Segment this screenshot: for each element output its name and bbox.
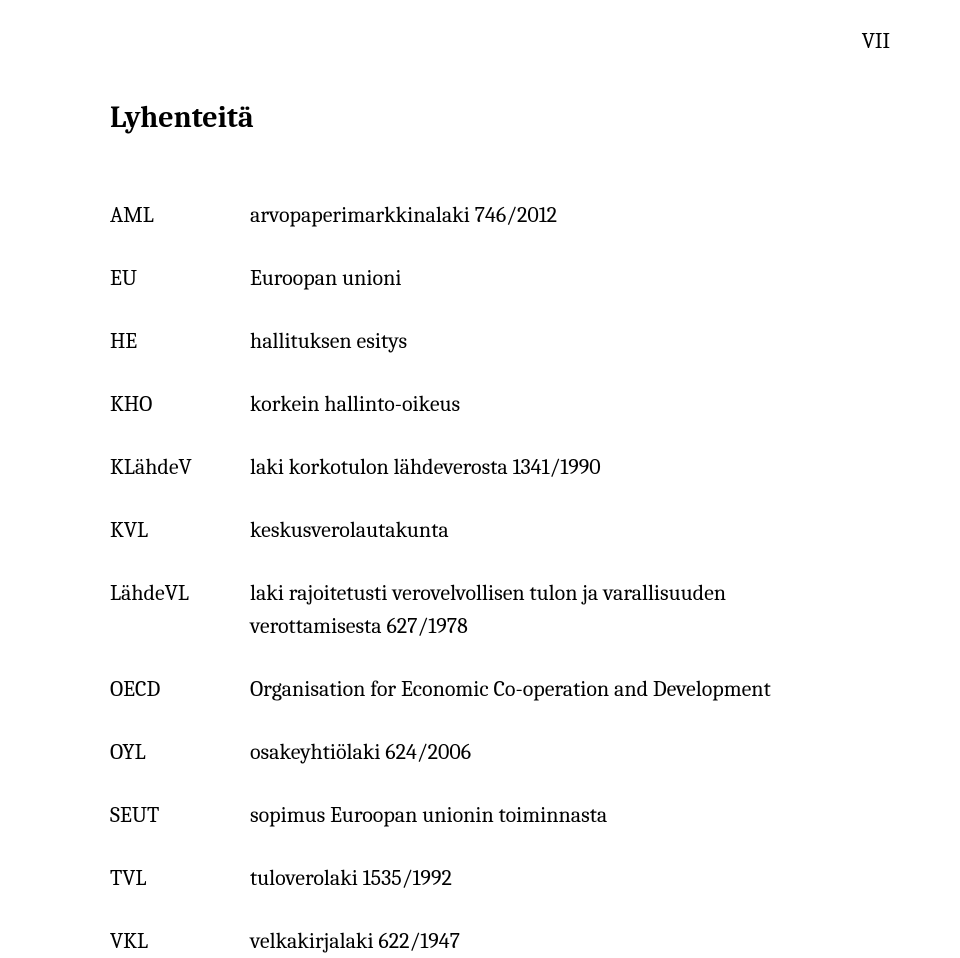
abbreviation-definition: Organisation for Economic Co-operation a…	[250, 673, 850, 706]
abbreviation-entry: OECDOrganisation for Economic Co-operati…	[110, 673, 850, 706]
abbreviation-entry: HEhallituksen esitys	[110, 325, 850, 358]
abbreviation-term: AML	[110, 199, 250, 232]
abbreviation-entry: VKLvelkakirjalaki 622/1947	[110, 925, 850, 958]
abbreviation-term: SEUT	[110, 799, 250, 832]
page-title: Lyhenteitä	[110, 100, 850, 135]
abbreviation-definition: hallituksen esitys	[250, 325, 850, 358]
abbreviation-definition: keskusverolautakunta	[250, 514, 850, 547]
abbreviation-term: VKL	[110, 925, 250, 958]
abbreviation-term: HE	[110, 325, 250, 358]
abbreviation-definition: laki korkotulon lähdeverosta 1341/1990	[250, 451, 850, 484]
abbreviation-term: OYL	[110, 736, 250, 769]
abbreviation-entry: KLähdeVlaki korkotulon lähdeverosta 1341…	[110, 451, 850, 484]
abbreviation-entry: SEUTsopimus Euroopan unionin toiminnasta	[110, 799, 850, 832]
abbreviation-term: OECD	[110, 673, 250, 706]
abbreviation-entry: LähdeVLlaki rajoitetusti verovelvollisen…	[110, 577, 850, 643]
abbreviation-term: KHO	[110, 388, 250, 421]
document-page: VII Lyhenteitä AMLarvopaperimarkkinalaki…	[0, 0, 960, 939]
abbreviation-definition: osakeyhtiölaki 624/2006	[250, 736, 850, 769]
abbreviation-definition: tuloverolaki 1535/1992	[250, 862, 850, 895]
abbreviation-definition: velkakirjalaki 622/1947	[250, 925, 850, 958]
abbreviation-entry: OYLosakeyhtiölaki 624/2006	[110, 736, 850, 769]
abbreviation-entry: KHOkorkein hallinto-oikeus	[110, 388, 850, 421]
abbreviation-term: EU	[110, 262, 250, 295]
abbreviation-definition: korkein hallinto-oikeus	[250, 388, 850, 421]
abbreviation-list: AMLarvopaperimarkkinalaki 746/2012EUEuro…	[110, 199, 850, 958]
abbreviation-entry: AMLarvopaperimarkkinalaki 746/2012	[110, 199, 850, 232]
abbreviation-entry: EUEuroopan unioni	[110, 262, 850, 295]
abbreviation-term: LähdeVL	[110, 577, 250, 610]
abbreviation-definition: arvopaperimarkkinalaki 746/2012	[250, 199, 850, 232]
abbreviation-definition: sopimus Euroopan unionin toiminnasta	[250, 799, 850, 832]
abbreviation-term: KLähdeV	[110, 451, 250, 484]
abbreviation-entry: KVLkeskusverolautakunta	[110, 514, 850, 547]
abbreviation-definition: Euroopan unioni	[250, 262, 850, 295]
abbreviation-entry: TVLtuloverolaki 1535/1992	[110, 862, 850, 895]
abbreviation-term: KVL	[110, 514, 250, 547]
abbreviation-term: TVL	[110, 862, 250, 895]
page-number: VII	[862, 28, 890, 54]
abbreviation-definition: laki rajoitetusti verovelvollisen tulon …	[250, 577, 850, 643]
